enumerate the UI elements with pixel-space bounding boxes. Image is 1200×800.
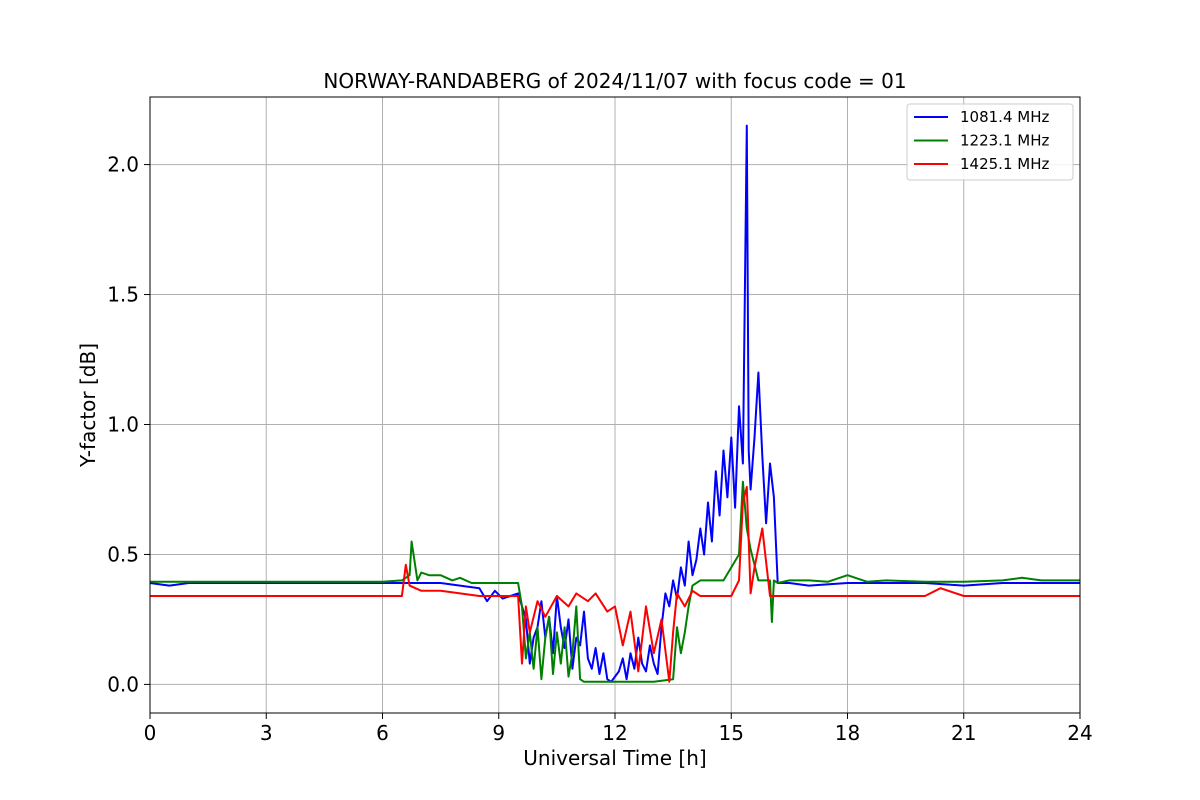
x-tick-label: 21	[951, 721, 976, 745]
legend-label-2: 1223.1 MHz	[960, 132, 1049, 150]
y-tick-label: 0.0	[107, 672, 139, 696]
x-axis: 0 3 6 9 12 15 18 21 24	[144, 713, 1093, 745]
x-tick-label: 24	[1067, 721, 1092, 745]
chart-title: NORWAY-RANDABERG of 2024/11/07 with focu…	[323, 69, 906, 93]
x-tick-label: 0	[144, 721, 157, 745]
x-tick-label: 18	[835, 721, 860, 745]
x-tick-label: 15	[719, 721, 744, 745]
series-line-2	[150, 480, 1080, 683]
y-axis: 0.0 0.5 1.0 1.5 2.0	[107, 153, 150, 696]
y-tick-label: 1.5	[107, 283, 139, 307]
x-tick-label: 9	[492, 721, 505, 745]
grid-lines	[149, 97, 1081, 713]
y-axis-label: Y-factor [dB]	[76, 343, 100, 468]
legend-label-3: 1425.1 MHz	[960, 155, 1049, 173]
x-tick-label: 12	[602, 721, 627, 745]
legend-box	[906, 103, 1074, 181]
y-tick-label: 1.0	[107, 412, 139, 436]
y-tick-label: 2.0	[107, 153, 139, 177]
legend: 1081.4 MHz 1223.1 MHz 1425.1 MHz	[906, 103, 1074, 181]
x-tick-label: 6	[376, 721, 389, 745]
x-axis-label: Universal Time [h]	[523, 746, 706, 770]
legend-label-1: 1081.4 MHz	[960, 108, 1049, 126]
series-line-3	[150, 485, 1080, 683]
x-tick-label: 3	[260, 721, 273, 745]
series-layer	[149, 124, 1080, 683]
y-tick-label: 0.5	[107, 542, 139, 566]
